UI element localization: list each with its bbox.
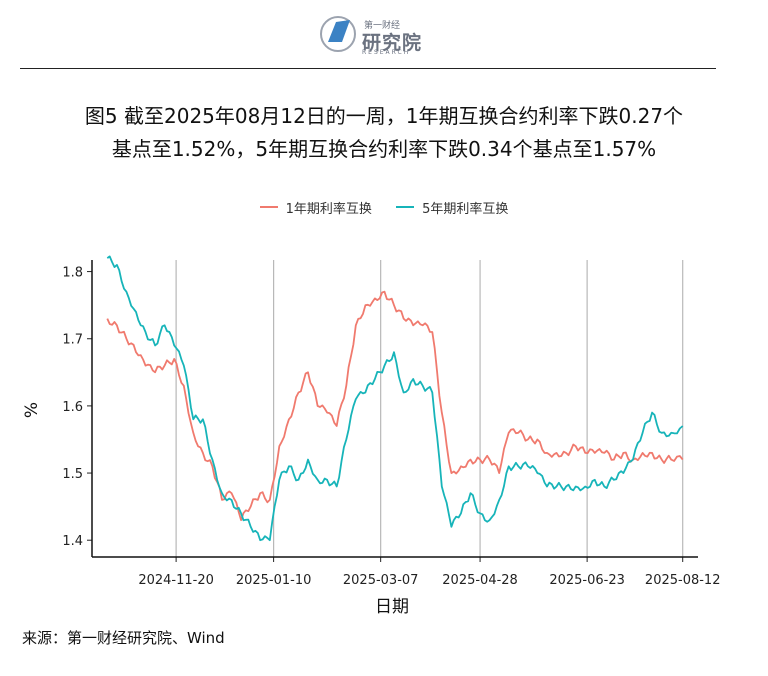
x-tick-label: 2025-01-10 bbox=[236, 573, 312, 588]
chart-title-line-1: 图5 截至2025年08月12日的一周，1年期互换合约利率下跌0.27个 bbox=[84, 104, 684, 128]
chart-title-line-2: 基点至1.52%，5年期互换合约利率下跌0.34个基点至1.57% bbox=[111, 137, 657, 161]
x-axis-title: 日期 bbox=[375, 597, 409, 617]
logo-en-text: RESEARCH bbox=[362, 49, 411, 56]
series-line-5y bbox=[106, 255, 684, 542]
y-axis-title: % bbox=[22, 402, 42, 418]
y-tick-label: 1.7 bbox=[62, 333, 83, 348]
logo-emblem-icon bbox=[320, 16, 356, 52]
chart-grid bbox=[175, 260, 684, 557]
legend-item-1y: 1年期利率互换 bbox=[259, 198, 372, 217]
x-tick-label: 2024-11-20 bbox=[138, 573, 214, 588]
y-tick-label: 1.6 bbox=[62, 400, 83, 415]
chart-legend: 1年期利率互换 5年期利率互换 bbox=[0, 197, 768, 217]
chart-title: 图5 截至2025年08月12日的一周，1年期互换合约利率下跌0.27个 基点至… bbox=[0, 100, 768, 166]
logo-cn-text: 研究院 bbox=[362, 32, 423, 54]
x-tick-label: 2025-06-23 bbox=[549, 573, 625, 588]
header-divider bbox=[20, 68, 716, 69]
x-tick-label: 2025-08-12 bbox=[645, 573, 721, 588]
logo-top-text: 第一财经 bbox=[364, 21, 401, 31]
y-tick-label: 1.4 bbox=[62, 534, 83, 549]
y-tick-label: 1.8 bbox=[62, 266, 83, 281]
legend-swatch-5y bbox=[396, 206, 415, 208]
y-tick-label: 1.5 bbox=[62, 467, 83, 482]
legend-item-5y: 5年期利率互换 bbox=[396, 198, 508, 217]
x-tick-label: 2025-04-28 bbox=[442, 573, 518, 588]
legend-swatch-1y bbox=[259, 206, 278, 208]
x-tick-label: 2025-03-07 bbox=[343, 573, 419, 588]
research-logo: 第一财经 研究院 RESEARCH bbox=[318, 12, 458, 60]
source-note: 来源：第一财经研究院、Wind bbox=[22, 629, 225, 647]
chart-series bbox=[106, 255, 684, 542]
legend-label-1y: 1年期利率互换 bbox=[285, 201, 372, 217]
chart-axes: 2024-11-20 2025-01-10 2025-03-07 2025-04-28… bbox=[62, 260, 720, 588]
legend-label-5y: 5年期利率互换 bbox=[422, 201, 509, 217]
